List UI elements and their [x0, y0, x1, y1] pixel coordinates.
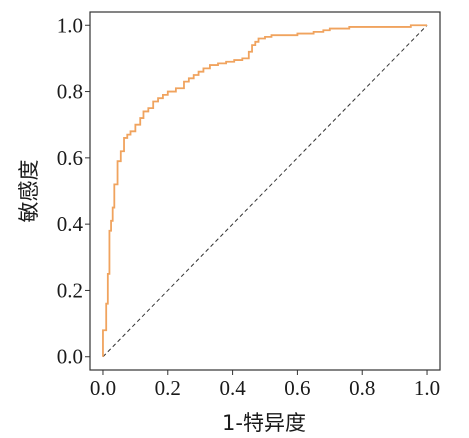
- y-tick-label: 0.2: [57, 278, 83, 302]
- y-tick-label: 1.0: [57, 13, 83, 37]
- y-tick-label: 0.8: [57, 80, 83, 104]
- x-tick-label: 0.0: [90, 376, 116, 400]
- x-tick-label: 0.6: [284, 376, 310, 400]
- y-tick-label: 0.0: [57, 345, 83, 369]
- x-tick-label: 0.4: [219, 376, 246, 400]
- y-tick-label: 0.6: [57, 146, 83, 170]
- y-tick-label: 0.4: [57, 212, 84, 236]
- roc-curve: [102, 24, 428, 357]
- x-tick-label: 1.0: [414, 376, 440, 400]
- reference-line: [102, 24, 428, 358]
- x-axis-title: 1-特异度: [222, 411, 306, 435]
- y-axis-title: 敏感度: [17, 160, 41, 223]
- x-tick-label: 0.2: [155, 376, 181, 400]
- x-tick-label: 0.8: [349, 376, 375, 400]
